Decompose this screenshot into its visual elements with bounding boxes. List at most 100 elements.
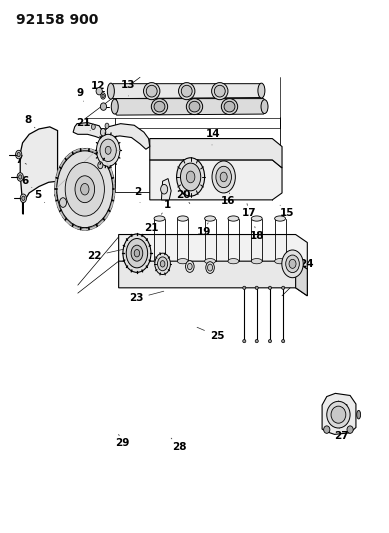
- Ellipse shape: [228, 216, 239, 221]
- Ellipse shape: [286, 255, 300, 273]
- Text: 4: 4: [54, 190, 64, 204]
- Ellipse shape: [17, 152, 20, 157]
- Ellipse shape: [255, 286, 258, 289]
- Polygon shape: [296, 261, 307, 296]
- Text: 20: 20: [176, 190, 191, 204]
- Ellipse shape: [251, 216, 262, 221]
- Ellipse shape: [107, 83, 114, 99]
- Ellipse shape: [212, 161, 235, 193]
- Ellipse shape: [205, 259, 216, 264]
- Ellipse shape: [268, 340, 272, 343]
- Polygon shape: [161, 179, 171, 200]
- Ellipse shape: [96, 87, 102, 95]
- Ellipse shape: [17, 173, 23, 181]
- Ellipse shape: [216, 166, 231, 188]
- Ellipse shape: [347, 426, 353, 433]
- Text: 29: 29: [116, 434, 130, 448]
- Polygon shape: [104, 124, 150, 149]
- Ellipse shape: [146, 85, 157, 97]
- Text: 7: 7: [15, 155, 26, 165]
- Text: 21: 21: [144, 217, 158, 233]
- Ellipse shape: [282, 340, 285, 343]
- Text: 12: 12: [91, 82, 105, 95]
- Text: 26: 26: [334, 401, 349, 414]
- Polygon shape: [119, 261, 307, 296]
- Ellipse shape: [208, 264, 213, 271]
- Ellipse shape: [181, 85, 192, 97]
- Ellipse shape: [268, 286, 272, 289]
- Ellipse shape: [154, 259, 165, 264]
- Polygon shape: [113, 99, 268, 115]
- Ellipse shape: [282, 250, 303, 278]
- Ellipse shape: [186, 99, 203, 115]
- Ellipse shape: [275, 259, 286, 264]
- Ellipse shape: [16, 150, 22, 159]
- Ellipse shape: [111, 99, 118, 114]
- Ellipse shape: [180, 163, 201, 191]
- Ellipse shape: [282, 286, 285, 289]
- Ellipse shape: [179, 83, 195, 100]
- Ellipse shape: [251, 259, 262, 264]
- Text: 15: 15: [280, 205, 294, 218]
- Ellipse shape: [100, 103, 107, 110]
- Polygon shape: [150, 139, 282, 168]
- Ellipse shape: [19, 175, 22, 179]
- Ellipse shape: [228, 259, 239, 264]
- Text: 10: 10: [88, 152, 103, 165]
- Ellipse shape: [243, 340, 246, 343]
- Text: 16: 16: [220, 193, 235, 206]
- Ellipse shape: [186, 171, 195, 183]
- Text: 18: 18: [249, 227, 264, 240]
- Polygon shape: [119, 235, 307, 271]
- Ellipse shape: [134, 249, 140, 257]
- Ellipse shape: [154, 101, 165, 112]
- Ellipse shape: [20, 194, 26, 203]
- Text: 19: 19: [197, 223, 211, 237]
- Ellipse shape: [81, 183, 89, 195]
- Ellipse shape: [65, 163, 104, 216]
- Ellipse shape: [214, 85, 225, 97]
- Ellipse shape: [96, 134, 120, 166]
- Ellipse shape: [243, 286, 246, 289]
- Ellipse shape: [101, 93, 105, 99]
- Text: 28: 28: [171, 438, 186, 451]
- Text: 6: 6: [22, 176, 32, 188]
- Ellipse shape: [75, 176, 95, 203]
- Text: 13: 13: [121, 80, 136, 96]
- Ellipse shape: [186, 261, 194, 272]
- Ellipse shape: [224, 101, 235, 112]
- Text: 8: 8: [25, 115, 35, 128]
- Ellipse shape: [100, 128, 106, 136]
- Ellipse shape: [100, 139, 116, 161]
- Ellipse shape: [177, 259, 188, 264]
- Ellipse shape: [160, 261, 165, 267]
- Ellipse shape: [220, 172, 227, 182]
- Text: 27: 27: [334, 427, 349, 441]
- Text: 5: 5: [35, 190, 45, 203]
- Polygon shape: [20, 127, 58, 214]
- Ellipse shape: [55, 149, 114, 230]
- Ellipse shape: [60, 198, 67, 207]
- Ellipse shape: [91, 124, 95, 130]
- Ellipse shape: [158, 257, 168, 271]
- Ellipse shape: [98, 162, 103, 168]
- Ellipse shape: [258, 83, 265, 98]
- Ellipse shape: [187, 263, 192, 270]
- Text: 24: 24: [296, 256, 314, 269]
- Text: 14: 14: [206, 130, 221, 145]
- Ellipse shape: [327, 401, 350, 428]
- Text: 23: 23: [129, 291, 164, 303]
- Ellipse shape: [155, 253, 170, 274]
- Ellipse shape: [177, 158, 205, 196]
- Ellipse shape: [161, 184, 168, 194]
- Ellipse shape: [102, 94, 104, 98]
- Ellipse shape: [206, 262, 214, 273]
- Ellipse shape: [144, 83, 160, 100]
- Polygon shape: [73, 123, 103, 139]
- Text: 3: 3: [93, 198, 101, 213]
- Ellipse shape: [212, 83, 228, 100]
- Ellipse shape: [105, 147, 111, 155]
- Ellipse shape: [57, 151, 113, 228]
- Ellipse shape: [189, 101, 200, 112]
- Text: 21: 21: [76, 118, 91, 131]
